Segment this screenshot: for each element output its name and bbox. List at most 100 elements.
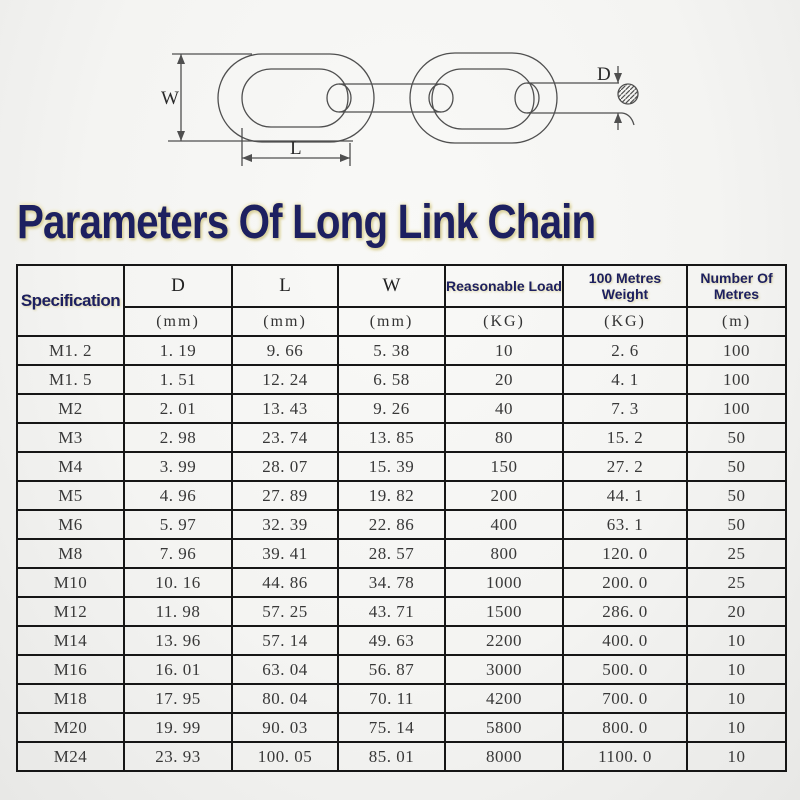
table-row: M6 5. 97 32. 39 22. 86 400 63. 1 50: [16, 509, 787, 540]
table-body: M1. 2 1. 19 9. 66 5. 38 10 2. 6 100 M1. 5 1. 51 1…: [16, 335, 787, 772]
value-cell: 49. 63: [337, 625, 446, 656]
value-cell: 2. 98: [123, 422, 233, 453]
spec-cell: M10: [16, 567, 125, 598]
value-cell: 8000: [444, 741, 564, 772]
header-d: D: [123, 264, 233, 308]
value-cell: 10: [686, 654, 787, 685]
spec-cell: M3: [16, 422, 125, 453]
value-cell: 5. 97: [123, 509, 233, 540]
value-cell: 10: [686, 741, 787, 772]
spec-cell: M16: [16, 654, 125, 685]
page-title: Parameters Of Long Link Chain: [17, 196, 596, 249]
chain-link-right: [409, 52, 558, 144]
value-cell: 1. 19: [123, 335, 233, 366]
value-cell: 1000: [444, 567, 564, 598]
value-cell: 70. 11: [337, 683, 446, 714]
value-cell: 90. 03: [231, 712, 339, 743]
chain-technical-drawing: W L D: [161, 52, 639, 166]
value-cell: 4. 96: [123, 480, 233, 511]
value-cell: 23. 74: [231, 422, 339, 453]
value-cell: 13. 96: [123, 625, 233, 656]
value-cell: 1100. 0: [562, 741, 688, 772]
value-cell: 34. 78: [337, 567, 446, 598]
value-cell: 800. 0: [562, 712, 688, 743]
spec-cell: M6: [16, 509, 125, 540]
header-100-metres-weight: 100 Metres Weight: [562, 264, 688, 308]
unit-100-metres-weight: (KG): [562, 306, 688, 337]
value-cell: 57. 14: [231, 625, 339, 656]
value-cell: 75. 14: [337, 712, 446, 743]
table-row: M4 3. 99 28. 07 15. 39 150 27. 2 50: [16, 451, 787, 482]
table-row: M18 17. 95 80. 04 70. 11 4200 700. 0 10: [16, 683, 787, 714]
spec-cell: M20: [16, 712, 125, 743]
value-cell: 3000: [444, 654, 564, 685]
value-cell: 3. 99: [123, 451, 233, 482]
value-cell: 700. 0: [562, 683, 688, 714]
value-cell: 13. 43: [231, 393, 339, 424]
table-row: M16 16. 01 63. 04 56. 87 3000 500. 0 10: [16, 654, 787, 685]
l-dimension-label: L: [290, 138, 302, 159]
spec-cell: M8: [16, 538, 125, 569]
value-cell: 10. 16: [123, 567, 233, 598]
value-cell: 9. 66: [231, 335, 339, 366]
table-row: M1. 2 1. 19 9. 66 5. 38 10 2. 6 100: [16, 335, 787, 366]
d-dimension-label: D: [597, 64, 611, 85]
spec-cell: M18: [16, 683, 125, 714]
value-cell: 50: [686, 480, 787, 511]
header-reasonable-load: Reasonable Load: [444, 264, 564, 308]
value-cell: 10: [686, 625, 787, 656]
spec-cell: M12: [16, 596, 125, 627]
value-cell: 4200: [444, 683, 564, 714]
value-cell: 15. 39: [337, 451, 446, 482]
spec-cell: M4: [16, 451, 125, 482]
value-cell: 150: [444, 451, 564, 482]
value-cell: 100: [686, 335, 787, 366]
value-cell: 4. 1: [562, 364, 688, 395]
table-row: M5 4. 96 27. 89 19. 82 200 44. 1 50: [16, 480, 787, 511]
value-cell: 1. 51: [123, 364, 233, 395]
table-row: M8 7. 96 39. 41 28. 57 800 120. 0 25: [16, 538, 787, 569]
value-cell: 1500: [444, 596, 564, 627]
header-row-labels: Specification D L W Reasonable Load 100 …: [16, 264, 787, 337]
value-cell: 100: [686, 393, 787, 424]
value-cell: 400: [444, 509, 564, 540]
value-cell: 500. 0: [562, 654, 688, 685]
value-cell: 20: [686, 596, 787, 627]
header-w: W: [337, 264, 446, 308]
table-row: M3 2. 98 23. 74 13. 85 80 15. 2 50: [16, 422, 787, 453]
table-row: M1. 5 1. 51 12. 24 6. 58 20 4. 1 100: [16, 364, 787, 395]
value-cell: 43. 71: [337, 596, 446, 627]
value-cell: 25: [686, 567, 787, 598]
value-cell: 50: [686, 422, 787, 453]
value-cell: 19. 99: [123, 712, 233, 743]
spec-cell: M2: [16, 393, 125, 424]
value-cell: 7. 3: [562, 393, 688, 424]
value-cell: 44. 86: [231, 567, 339, 598]
value-cell: 10: [686, 712, 787, 743]
value-cell: 16. 01: [123, 654, 233, 685]
chain-link-left: [217, 53, 375, 143]
spec-cell: M1. 2: [16, 335, 125, 366]
value-cell: 200. 0: [562, 567, 688, 598]
value-cell: 5. 38: [337, 335, 446, 366]
rod-cross-section: [514, 82, 639, 126]
value-cell: 5800: [444, 712, 564, 743]
spec-cell: M1. 5: [16, 364, 125, 395]
value-cell: 50: [686, 509, 787, 540]
dimension-d: [614, 66, 622, 130]
header-number-of-metres: Number Of Metres: [686, 264, 787, 308]
value-cell: 2. 01: [123, 393, 233, 424]
value-cell: 85. 01: [337, 741, 446, 772]
value-cell: 50: [686, 451, 787, 482]
value-cell: 80: [444, 422, 564, 453]
value-cell: 15. 2: [562, 422, 688, 453]
dimension-l: [241, 128, 351, 166]
value-cell: 12. 24: [231, 364, 339, 395]
table-row: M2 2. 01 13. 43 9. 26 40 7. 3 100: [16, 393, 787, 424]
unit-l: (mm): [231, 306, 339, 337]
spec-cell: M24: [16, 741, 125, 772]
value-cell: 11. 98: [123, 596, 233, 627]
parameters-table: Specification D L W Reasonable Load 100 …: [16, 264, 787, 772]
value-cell: 200: [444, 480, 564, 511]
